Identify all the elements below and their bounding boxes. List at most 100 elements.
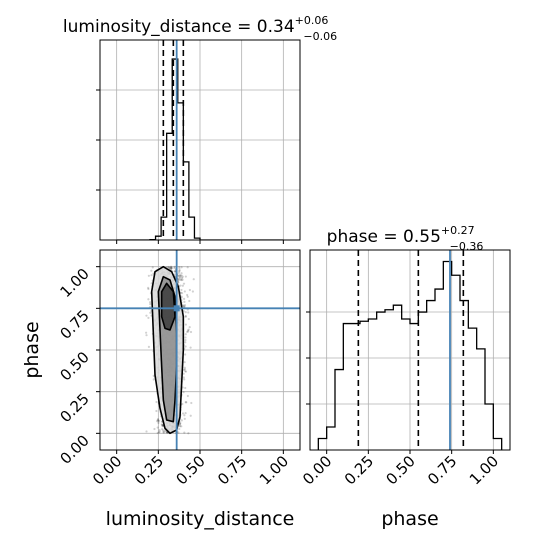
sample-point (169, 267, 172, 270)
sample-point (155, 400, 158, 404)
sample-point (183, 297, 186, 300)
phase-y-axis-label: phase (21, 321, 43, 378)
sample-point (182, 305, 185, 308)
sample-point (182, 391, 185, 394)
sample-point (184, 311, 187, 314)
sample-point (155, 420, 159, 423)
sample-point (187, 328, 190, 331)
right-x-tick-label: 0.25 (341, 452, 377, 488)
sample-point (150, 274, 153, 277)
sample-point (157, 419, 160, 422)
sample-point (160, 427, 164, 431)
sample-point (180, 419, 183, 422)
luminosity-distance-x-axis-label: luminosity_distance (106, 508, 295, 530)
sample-point (181, 402, 184, 406)
right-x-tick-label: 1.00 (466, 452, 502, 488)
sample-point (156, 426, 159, 429)
sample-point (183, 290, 186, 293)
sample-point (178, 424, 181, 427)
sample-point (184, 370, 188, 373)
sample-point (192, 278, 195, 281)
sample-point (183, 300, 186, 303)
sample-point (184, 336, 187, 339)
sample-point (184, 315, 187, 318)
joint-y-tick-label: 1.00 (56, 265, 92, 301)
sample-point (178, 276, 181, 280)
sample-point (167, 266, 171, 269)
sample-point (152, 378, 155, 381)
sample-point (188, 288, 191, 292)
sample-point (183, 366, 186, 369)
sample-point (162, 430, 165, 434)
sample-point (179, 278, 183, 281)
sample-point (180, 288, 183, 292)
sample-point (160, 423, 163, 426)
sample-point (177, 281, 180, 284)
sample-point (170, 266, 173, 269)
sample-point (168, 266, 171, 269)
sample-point (184, 411, 187, 415)
joint-x-tick-label: 0.75 (214, 452, 250, 488)
sample-point (177, 278, 180, 281)
sample-point (163, 429, 166, 433)
sample-point (145, 314, 148, 317)
sample-point (183, 378, 186, 381)
sample-point (184, 323, 187, 326)
sample-point (184, 370, 187, 373)
sample-point (184, 353, 187, 356)
joint-x-tick-label: 0.25 (131, 452, 167, 488)
sample-point (145, 331, 148, 334)
sample-point (188, 326, 191, 329)
sample-point (147, 287, 150, 291)
sample-point (153, 427, 156, 431)
sample-point (147, 274, 150, 277)
sample-point (181, 412, 185, 415)
sample-point (147, 286, 150, 289)
sample-point (147, 345, 151, 348)
sample-point (186, 293, 189, 297)
sample-point (183, 414, 186, 417)
sample-point (183, 361, 186, 364)
sample-point (183, 305, 186, 308)
sample-point (178, 423, 182, 426)
sample-point (155, 409, 158, 413)
sample-point (187, 317, 190, 321)
sample-point (162, 431, 165, 434)
sample-point (149, 311, 152, 314)
sample-point (182, 368, 186, 372)
sample-point (186, 394, 189, 398)
sample-point (182, 282, 186, 285)
sample-point (191, 290, 194, 293)
sample-point (189, 330, 193, 334)
sample-point (177, 281, 180, 284)
sample-point (158, 419, 161, 422)
sample-point (184, 401, 187, 404)
sample-point (184, 341, 187, 344)
right-x-tick-label: 0.50 (382, 452, 418, 488)
sample-point (149, 302, 152, 306)
sample-point (180, 292, 184, 295)
sample-point (180, 266, 183, 269)
sample-point (158, 430, 161, 433)
sample-point (156, 418, 159, 422)
joint-truth-marker (173, 305, 180, 312)
sample-point (161, 423, 164, 426)
sample-point (187, 432, 190, 435)
sample-point (156, 418, 160, 421)
density-contour-inner (160, 282, 176, 331)
sample-point (151, 266, 154, 269)
sample-point (147, 316, 150, 319)
sample-point (189, 414, 192, 417)
sample-point (180, 272, 183, 275)
right-x-tick-label: 0.00 (299, 452, 335, 488)
joint-y-tick-label: 0.75 (56, 306, 92, 342)
sample-point (161, 425, 164, 428)
phase-marginal-panel: phase = 0.55+0.27 −0.36 0.00 0.25 0.50 0.75 1… (299, 224, 511, 530)
sample-point (178, 269, 181, 272)
sample-point (186, 295, 189, 298)
sample-point (170, 267, 173, 270)
sample-point (180, 295, 183, 298)
sample-point (183, 368, 187, 371)
sample-point (184, 386, 187, 390)
